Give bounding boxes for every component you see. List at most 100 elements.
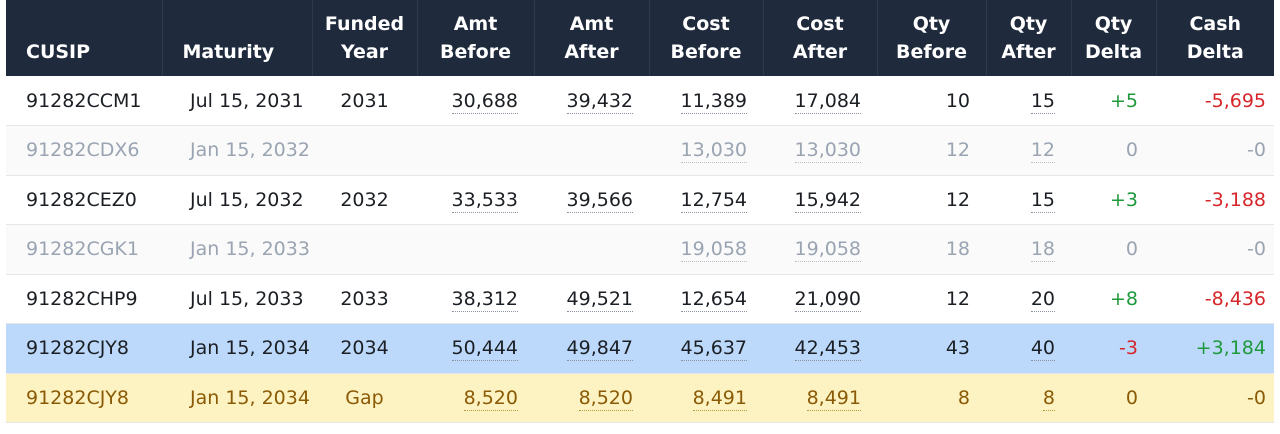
cost-before-cell: 11,389: [649, 76, 763, 126]
cusip-cell: 91282CCM1: [6, 76, 162, 126]
ladder-table: CUSIP Maturity Funded Year Amt Before Am…: [6, 0, 1274, 423]
column-header-label-line1: Amt: [569, 13, 614, 35]
qty-after-cell: 8: [986, 373, 1071, 423]
cash-delta-cell-value: -0: [1247, 238, 1266, 261]
maturity-cell: Jul 15, 2032: [162, 175, 312, 225]
qty-before-cell-value: 12: [945, 139, 970, 162]
column-header-cost-after[interactable]: Cost After: [763, 0, 878, 76]
cost-after-cell: 19,058: [763, 225, 877, 275]
table-row[interactable]: 91282CGK1 Jan 15, 2033 19,058 19,058 18 18 0 -0: [6, 224, 1274, 275]
maturity-cell: Jan 15, 2034: [162, 324, 312, 374]
amt-after-cell-value: 39,566: [566, 188, 633, 213]
cost-after-cell: 13,030: [763, 126, 877, 176]
amt-after-cell: 39,566: [534, 175, 649, 225]
column-header-cost-before[interactable]: Cost Before: [649, 0, 764, 76]
column-header-label-line1: Qty: [1009, 13, 1048, 35]
maturity-cell: Jan 15, 2033: [162, 225, 312, 275]
column-header-qty-after[interactable]: Qty After: [986, 0, 1072, 76]
qty-before-cell: 8: [877, 373, 986, 423]
funded-year-cell-value: Gap: [345, 386, 384, 409]
column-header-cash-delta[interactable]: Cash Delta: [1156, 0, 1274, 76]
qty-delta-cell-value: +5: [1109, 89, 1138, 112]
table-row[interactable]: 91282CJY8 Jan 15, 2034 Gap 8,520 8,520 8,491 8…: [6, 373, 1274, 423]
qty-after-cell-value: 8: [1042, 386, 1055, 411]
qty-delta-cell: +8: [1071, 274, 1156, 324]
table-header-row: CUSIP Maturity Funded Year Amt Before Am…: [6, 0, 1274, 76]
amt-before-cell: [417, 225, 534, 275]
amt-before-cell: 38,312: [417, 274, 534, 324]
cost-after-cell-value: 13,030: [794, 139, 861, 164]
amt-after-cell: 49,847: [534, 324, 649, 374]
cost-after-cell-value: 19,058: [794, 238, 861, 263]
column-header-label-line1: Qty: [1094, 13, 1133, 35]
cusip-cell-value: 91282CCM1: [26, 89, 142, 112]
column-header-label-line2: After: [1001, 41, 1056, 63]
cash-delta-cell: -0: [1156, 126, 1274, 176]
cusip-cell-value: 91282CGK1: [26, 238, 139, 261]
column-header-funded-year[interactable]: Funded Year: [312, 0, 418, 76]
cash-delta-cell-value: +3,184: [1195, 337, 1266, 360]
column-header-qty-delta[interactable]: Qty Delta: [1071, 0, 1157, 76]
funded-year-cell-value: 2033: [340, 287, 389, 310]
funded-year-cell: [312, 126, 417, 176]
maturity-cell: Jul 15, 2031: [162, 76, 312, 126]
amt-before-cell: 30,688: [417, 76, 534, 126]
amt-after-cell-value: 8,520: [578, 386, 633, 411]
ladder-table-container: CUSIP Maturity Funded Year Amt Before Am…: [6, 0, 1274, 423]
qty-delta-cell: 0: [1071, 373, 1156, 423]
qty-after-cell: 15: [986, 175, 1071, 225]
cusip-cell-value: 91282CJY8: [26, 337, 130, 360]
table-row[interactable]: 91282CEZ0 Jul 15, 2032 2032 33,533 39,566 12,…: [6, 175, 1274, 225]
table-row[interactable]: 91282CJY8 Jan 15, 2034 2034 50,444 49,847 45,…: [6, 323, 1274, 374]
cost-after-cell: 8,491: [763, 373, 877, 423]
cost-after-cell: 15,942: [763, 175, 877, 225]
column-header-label-line1: Qty: [912, 13, 951, 35]
funded-year-cell: [312, 225, 417, 275]
table-body: 91282CCM1 Jul 15, 2031 2031 30,688 39,432 11,…: [6, 76, 1274, 423]
amt-after-cell-value: 49,521: [566, 287, 633, 312]
qty-delta-cell-value: 0: [1125, 238, 1138, 261]
cost-after-cell: 21,090: [763, 274, 877, 324]
qty-delta-cell-value: -3: [1119, 337, 1138, 360]
cost-after-cell-value: 8,491: [806, 386, 861, 411]
column-header-label-line1: Amt: [453, 13, 498, 35]
qty-before-cell: 12: [877, 274, 986, 324]
column-header-label-line1: Cash: [1189, 13, 1242, 35]
column-header-label: CUSIP: [26, 41, 91, 63]
cusip-cell: 91282CEZ0: [6, 175, 162, 225]
table-row[interactable]: 91282CHP9 Jul 15, 2033 2033 38,312 49,521 12,…: [6, 274, 1274, 324]
cost-before-cell-value: 12,754: [680, 188, 747, 213]
column-header-label-line2: Delta: [1186, 41, 1244, 63]
column-header-maturity[interactable]: Maturity: [162, 0, 313, 76]
column-header-label-line2: Before: [440, 41, 511, 63]
column-header-amt-before[interactable]: Amt Before: [417, 0, 535, 76]
cash-delta-cell: -3,188: [1156, 175, 1274, 225]
maturity-cell: Jan 15, 2034: [162, 373, 312, 423]
column-header-label-line1: Funded: [324, 13, 405, 35]
maturity-cell: Jan 15, 2032: [162, 126, 312, 176]
qty-before-cell-value: 12: [945, 287, 970, 310]
cost-before-cell-value: 8,491: [692, 386, 747, 411]
cost-before-cell-value: 11,389: [680, 89, 747, 114]
amt-before-cell-value: 8,520: [463, 386, 518, 411]
cusip-cell-value: 91282CHP9: [26, 287, 138, 310]
maturity-cell: Jul 15, 2033: [162, 274, 312, 324]
amt-before-cell-value: 33,533: [451, 188, 518, 213]
table-row[interactable]: 91282CCM1 Jul 15, 2031 2031 30,688 39,432 11,…: [6, 76, 1274, 126]
funded-year-cell: 2034: [312, 324, 417, 374]
cusip-cell: 91282CJY8: [6, 324, 162, 374]
maturity-cell-value: Jan 15, 2032: [190, 139, 310, 162]
qty-after-cell-value: 15: [1030, 188, 1055, 213]
qty-after-cell: 12: [986, 126, 1071, 176]
column-header-cusip[interactable]: CUSIP: [6, 0, 163, 76]
amt-after-cell: [534, 225, 649, 275]
cash-delta-cell-value: -3,188: [1204, 188, 1266, 211]
cusip-cell: 91282CDX6: [6, 126, 162, 176]
funded-year-cell-value: 2032: [340, 188, 389, 211]
amt-after-cell: 49,521: [534, 274, 649, 324]
column-header-amt-after[interactable]: Amt After: [534, 0, 650, 76]
column-header-qty-before[interactable]: Qty Before: [877, 0, 987, 76]
qty-after-cell-value: 18: [1030, 238, 1055, 263]
cusip-cell-value: 91282CJY8: [26, 386, 130, 409]
table-row[interactable]: 91282CDX6 Jan 15, 2032 13,030 13,030 12 12 0 -0: [6, 125, 1274, 176]
